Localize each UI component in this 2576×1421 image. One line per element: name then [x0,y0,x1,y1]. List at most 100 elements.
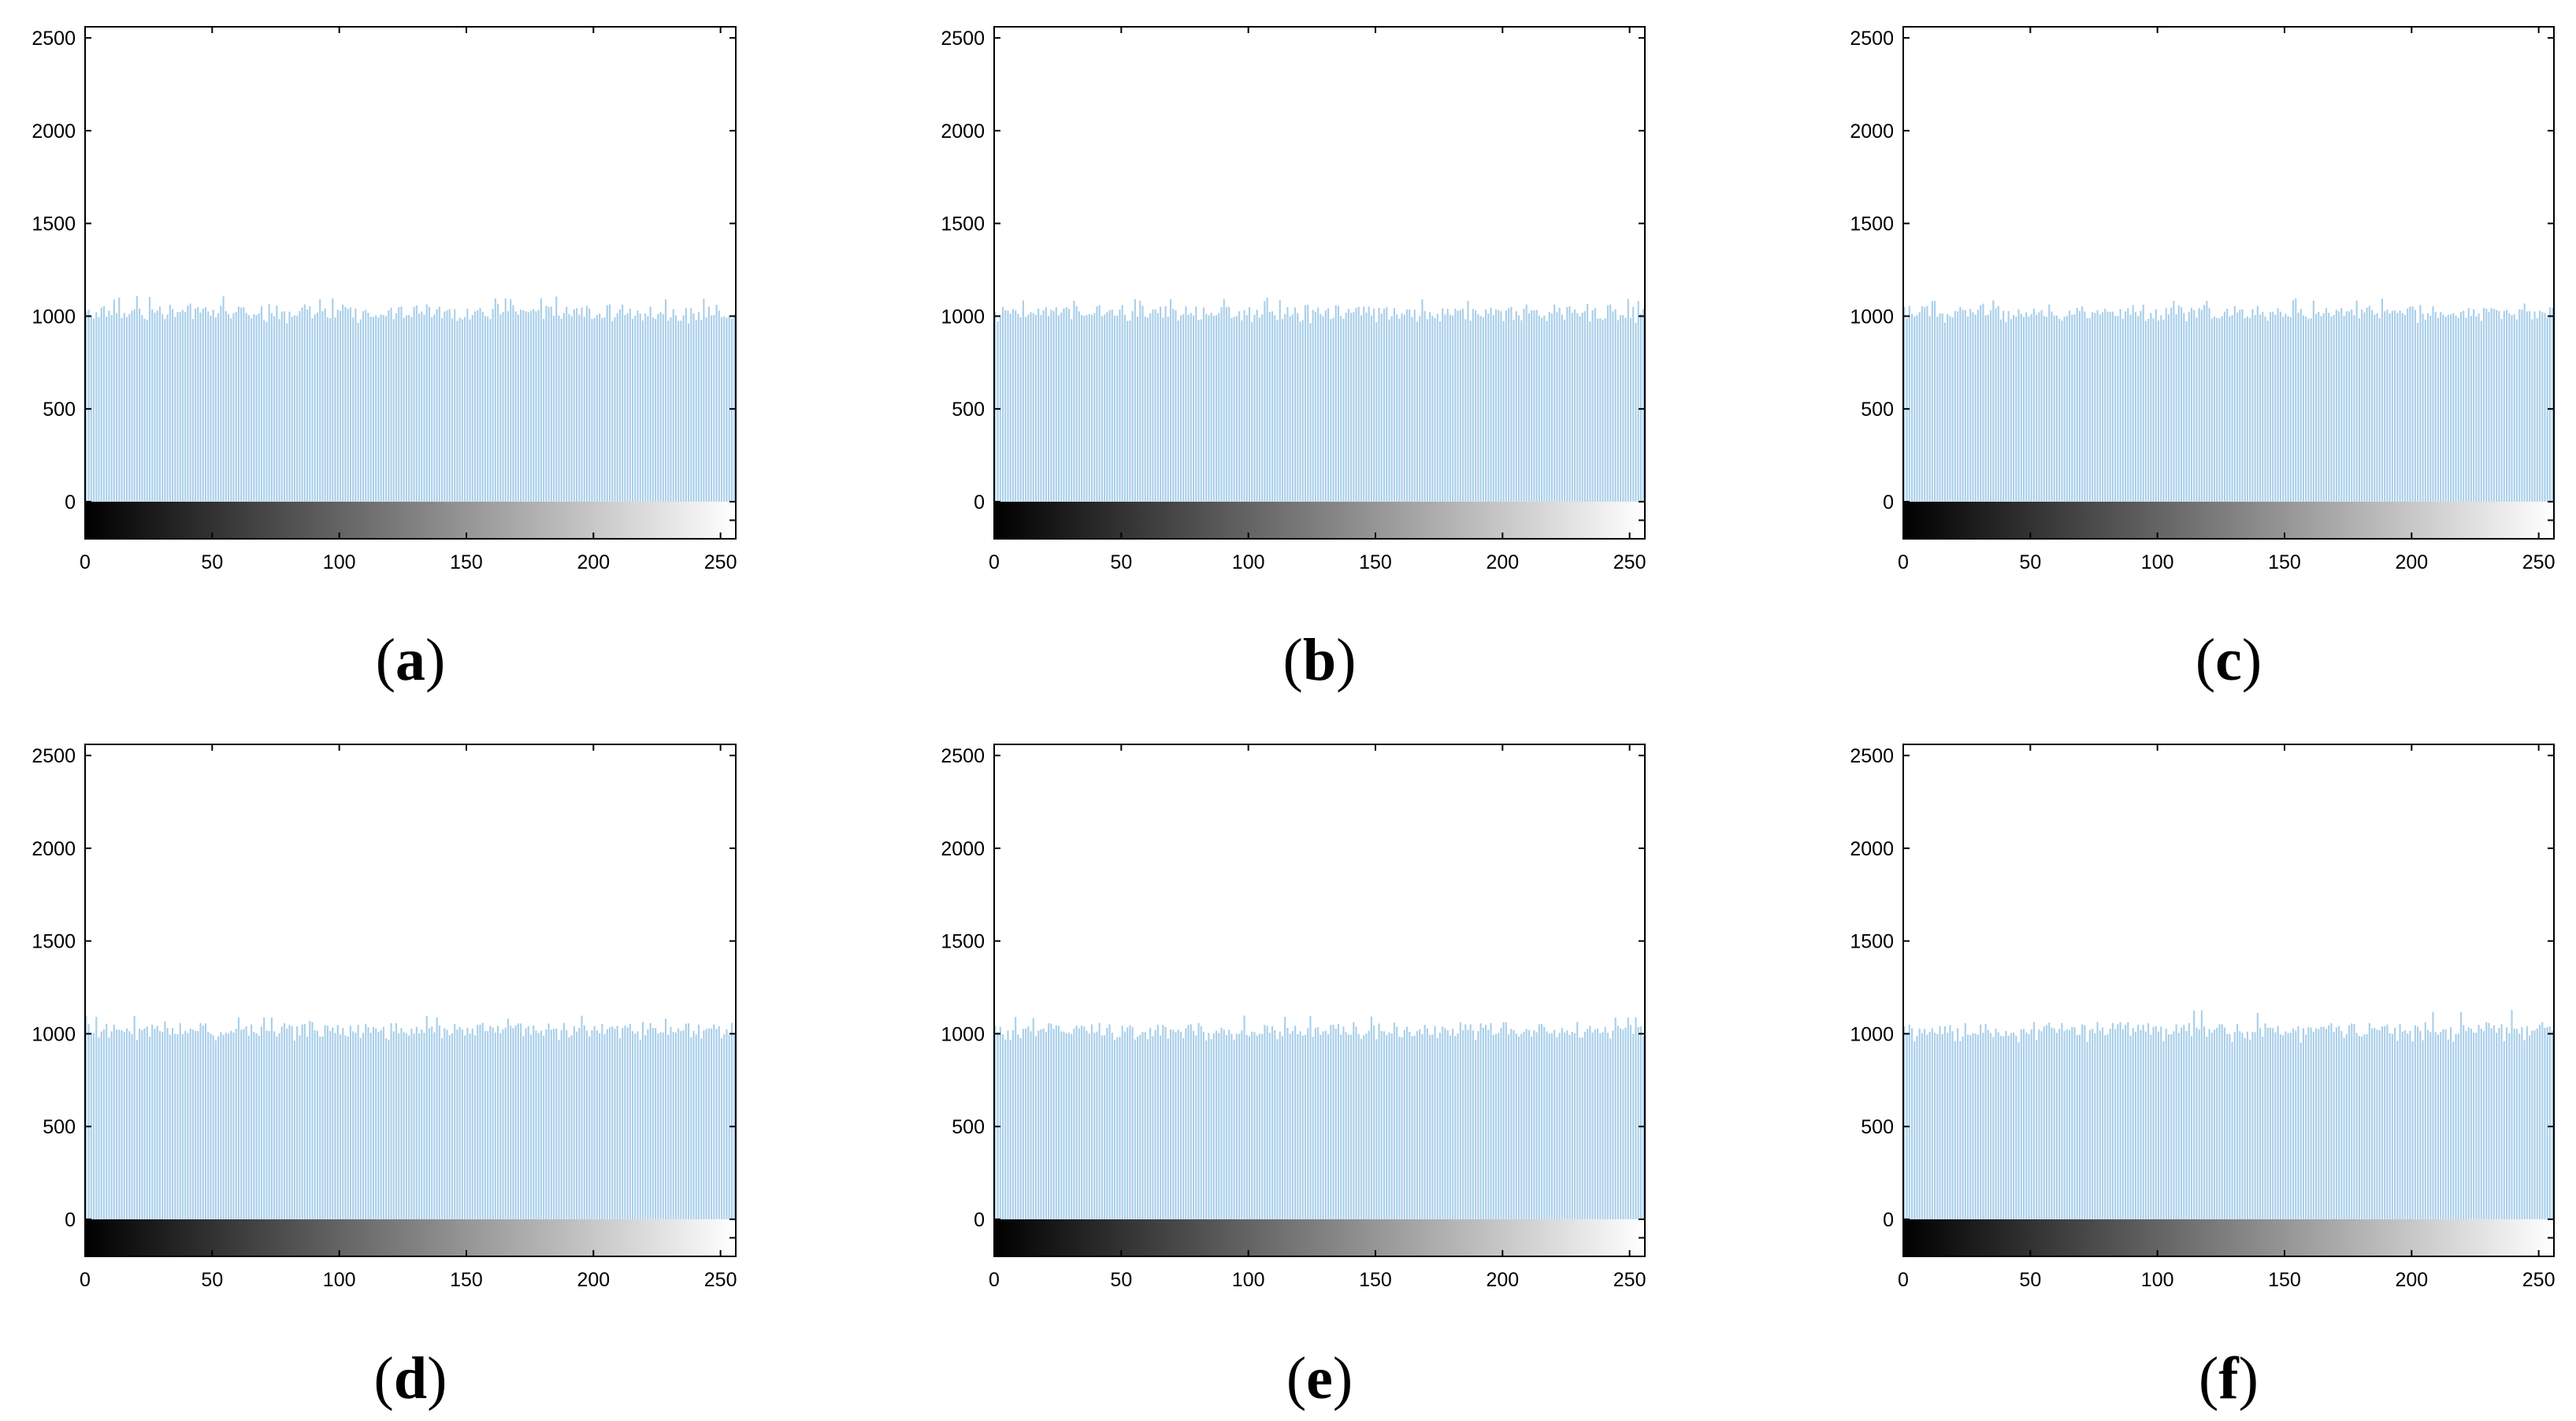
histogram-panel-d: 0 500 1000 1500 2000 2500 0 50 100 150 200 250 [6,729,767,1312]
histogram-bar [270,1017,273,1219]
histogram-bar [1477,314,1479,502]
histogram-bar [718,1026,720,1219]
histogram-bar [1622,1030,1624,1219]
histogram-bar [1363,1035,1365,1219]
histogram-bar [1177,320,1179,502]
histogram-bar [1162,317,1164,502]
histogram-bar [195,308,197,502]
histogram-bar [2236,1023,2239,1219]
histogram-bar [1980,1024,1982,1219]
histogram-bar [1434,318,1436,502]
histogram-bar [680,321,682,502]
histogram-bar [301,1024,303,1219]
histogram-bar [377,1032,380,1219]
histogram-bar [1479,1023,1482,1219]
histogram-bar [1294,307,1297,502]
histogram-bar [1195,306,1197,502]
histogram-bar [672,1032,674,1219]
y-tick-label: 2000 [1850,838,1894,860]
histogram-panel-a: 0 500 1000 1500 2000 2500 0 50 100 150 200 250 [6,11,767,594]
histogram-bar [195,1030,197,1219]
histogram-bar [685,1023,687,1219]
histogram-bar [1943,1026,1947,1219]
histogram-bar [161,1032,164,1219]
histogram-bar [1011,1030,1015,1219]
histogram-bar [657,1033,659,1219]
histogram-bar [375,315,377,502]
histogram-bar [535,311,537,502]
y-tick-label: 2000 [941,121,985,143]
histogram-bar [2246,316,2249,502]
histogram-bar [2297,312,2299,502]
histogram-bar [1969,1035,1972,1219]
grayscale-colorbar [85,1219,736,1256]
x-tick-label: 100 [323,1269,356,1291]
histogram-bar [1587,1029,1589,1219]
histogram-bar [1342,318,1345,502]
histogram-bar [2229,316,2231,502]
histogram-bar [2432,1011,2434,1219]
histogram-bar [139,308,141,502]
histogram-bar [2170,307,2173,502]
histogram-bar [1525,304,1527,502]
histogram-bar [1192,1030,1195,1219]
histogram-bar [1156,1024,1159,1219]
histogram-bar [1096,306,1098,502]
histogram-bar [1523,1031,1525,1219]
histogram-bar [2239,1031,2241,1219]
histogram-bar [2500,1024,2503,1219]
histogram-bar [2063,1030,2066,1219]
y-tick-label: 2500 [32,745,76,767]
histogram-bar [2358,1036,2360,1219]
histogram-bar [1505,1022,1507,1219]
histogram-bar [1019,317,1022,502]
histogram-bar [1360,315,1363,502]
histogram-panel-f: 0 500 1000 1500 2000 2500 0 50 100 150 200 250 [1824,729,2576,1312]
histogram-bar [2333,314,2335,502]
histogram-bar [1185,306,1187,502]
histogram-bar [2244,1037,2246,1219]
histogram-bar [2226,309,2229,502]
histogram-bar [1485,1025,1487,1219]
histogram-bar [2490,1028,2492,1219]
histogram-bar [1609,304,1612,502]
histogram-bar [240,307,243,502]
histogram-bar [634,315,637,502]
plot-frame [1902,26,2555,540]
histogram-bar [601,1023,603,1219]
histogram-bar [227,1033,230,1219]
histogram-bar [2330,316,2333,502]
histogram-bar [573,1026,575,1219]
histogram-bar [1350,312,1353,502]
x-tick-label: 200 [577,1269,610,1291]
histogram-bar [2140,310,2142,502]
histogram-bar [2463,310,2465,502]
histogram-bar [568,1037,570,1219]
x-tick-label: 150 [450,1269,483,1291]
histogram-bar [1131,310,1134,502]
histogram-bar [2193,1010,2196,1219]
y-tick-label: 1000 [32,306,76,328]
histogram-bar [487,1030,489,1219]
histogram-bar [1340,1034,1342,1219]
histogram-bar [588,1036,591,1219]
histogram-bar [1939,1026,1941,1219]
y-tick-label: 1500 [941,931,985,953]
y-tick-label: 2000 [32,838,76,860]
histogram-bar [2251,309,2254,502]
y-tick-label: 1000 [941,1023,985,1045]
histogram-bar [537,310,540,502]
histogram-bar [1461,309,1464,502]
histogram-bar [2376,313,2378,502]
histogram-bar [2266,320,2269,502]
histogram-bar [611,1026,614,1219]
histogram-bar [499,314,502,502]
histogram-bar [2391,1033,2393,1219]
histogram-bar [1007,310,1009,502]
histogram-bar [2378,1030,2381,1219]
histogram-bar [2299,1042,2302,1219]
histogram-bar [2450,1026,2452,1219]
histogram-bar [2188,311,2190,502]
histogram-bar [2447,314,2449,502]
histogram-bar [2119,1022,2121,1219]
